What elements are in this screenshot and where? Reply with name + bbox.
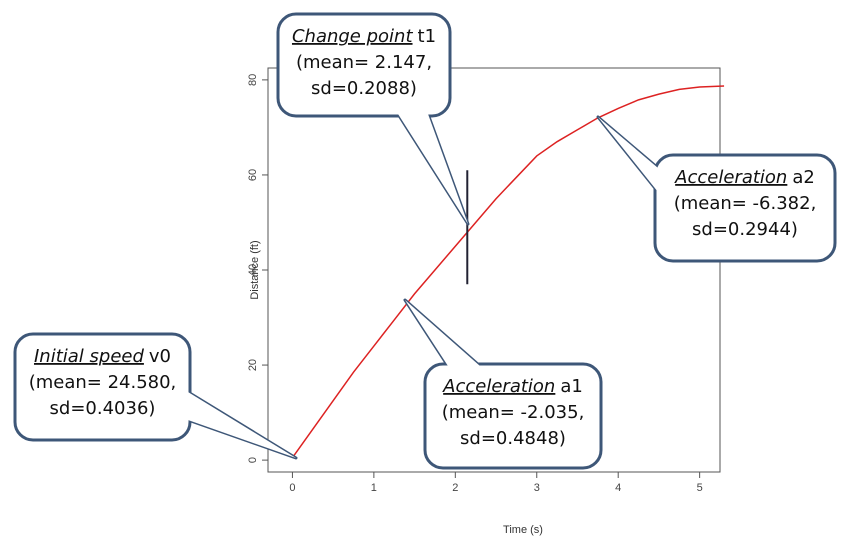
callout: Change point t1 (mean= 2.147, sd=0.2088): [276, 12, 470, 226]
callout-heading: Acceleration a2: [674, 167, 815, 188]
callout-seam: [398, 114, 468, 224]
x-tick-label: 0: [289, 482, 295, 494]
data-line: [291, 85, 725, 459]
y-tick-label: 20: [247, 359, 259, 371]
x-axis-label: Time (s): [503, 524, 543, 536]
x-tick-label: 4: [615, 482, 621, 494]
x-tick-label: 3: [534, 482, 540, 494]
callout-line: sd=0.4036): [50, 398, 156, 419]
callout-title: Change point: [292, 26, 413, 47]
callout-heading: Acceleration a1: [442, 376, 583, 397]
callout-title: Acceleration: [442, 376, 555, 397]
callout-box: [423, 362, 603, 470]
callout-line: sd=0.4848): [460, 428, 566, 449]
callout-symbol: t1: [418, 26, 437, 47]
y-tick-label: 0: [247, 457, 259, 463]
y-tick-label: 60: [247, 169, 259, 181]
callout-title: Initial speed: [34, 346, 144, 367]
y-tick-label: 80: [247, 74, 259, 86]
callout-title: Acceleration: [674, 167, 787, 188]
callout-seam: [598, 117, 658, 192]
callout-line: (mean= -6.382,: [674, 193, 817, 214]
callout-line: (mean= 24.580,: [29, 372, 177, 393]
x-tick-label: 1: [371, 482, 377, 494]
callout-line: sd=0.2088): [311, 78, 417, 99]
callout-box: [276, 12, 452, 118]
y-tick-label: 40: [247, 264, 259, 276]
callout-line: (mean= 2.147,: [296, 52, 432, 73]
callout-symbol: v0: [149, 346, 171, 367]
callout-line: sd=0.2944): [692, 219, 798, 240]
callout-heading: Initial speed v0: [34, 346, 171, 367]
callout-box: [653, 153, 837, 263]
callout-symbol: a1: [560, 376, 582, 397]
callout-symbol: a2: [792, 167, 814, 188]
callout-seam: [188, 392, 296, 458]
x-tick-label: 2: [452, 482, 458, 494]
callout-seam: [405, 300, 480, 366]
callout: Initial speed v0 (mean= 24.580, sd=0.4036): [13, 332, 298, 460]
callout-heading: Change point t1: [292, 26, 436, 47]
callout: Acceleration a1 (mean= -2.035, sd=0.4848): [403, 298, 603, 470]
callout-box: [13, 332, 192, 442]
callout-line: (mean= -2.035,: [442, 402, 585, 423]
y-axis-label: Distance (ft): [249, 240, 261, 299]
x-tick-label: 5: [697, 482, 703, 494]
callout: Acceleration a2 (mean= -6.382, sd=0.2944): [596, 115, 837, 263]
